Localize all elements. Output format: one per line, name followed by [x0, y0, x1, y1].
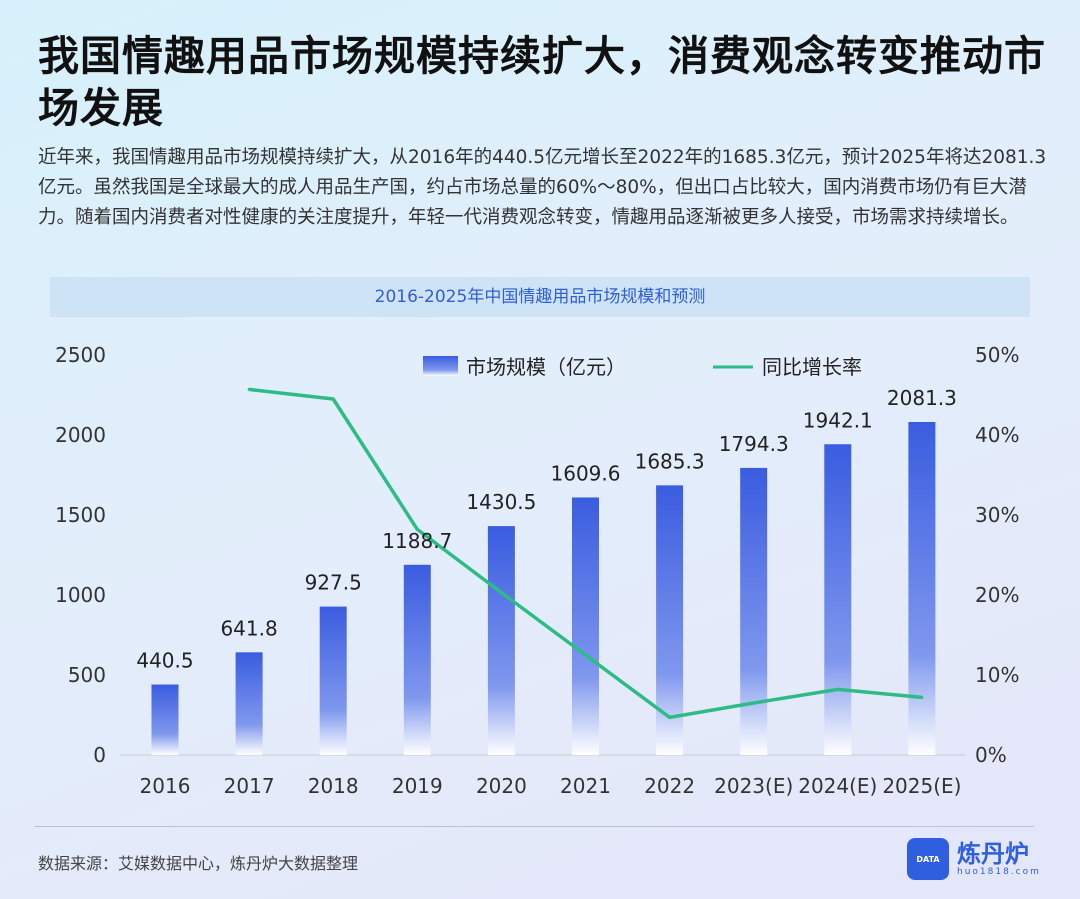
x-axis-tick: 2018	[308, 774, 359, 798]
right-axis-tick: 10%	[975, 663, 1019, 687]
left-axis-tick: 2500	[55, 343, 106, 367]
chart: 0 500 1000 1500 2000 2500 0% 10% 20% 30% 40% 50% 201…	[55, 343, 1019, 798]
growth-rate-point	[247, 387, 251, 391]
intro-paragraph: 近年来，我国情趣用品市场规模持续扩大，从2016年的440.5亿元增长至2022…	[38, 147, 1047, 228]
right-axis-tick: 20%	[975, 583, 1019, 607]
bar	[824, 444, 852, 755]
data-source: 数据来源：艾媒数据中心，炼丹炉大数据整理	[38, 854, 359, 873]
growth-rate-point	[584, 653, 587, 657]
bar	[487, 526, 515, 755]
left-axis-tick: 1000	[55, 583, 106, 607]
legend-bar-label: 市场规模（亿元）	[466, 355, 626, 379]
growth-rate-point	[836, 687, 840, 691]
left-axis-tick: 2000	[55, 423, 106, 447]
bar-data-label: 927.5	[305, 571, 362, 595]
bar	[319, 606, 347, 755]
left-axis-tick: 1500	[55, 503, 106, 527]
legend-line-label: 同比增长率	[762, 355, 862, 379]
left-axis-tick: 0	[93, 743, 106, 767]
left-axis-tick: 500	[68, 663, 106, 687]
right-axis-tick: 0%	[975, 743, 1007, 767]
x-axis-tick: 2024(E)	[798, 774, 877, 798]
footer-divider	[34, 826, 1034, 827]
bar	[908, 421, 936, 755]
bar-data-label: 440.5	[136, 649, 193, 673]
bar-data-label: 1430.5	[466, 490, 536, 514]
bar-data-label: 641.8	[220, 616, 277, 640]
x-axis-tick: 2022	[644, 774, 695, 798]
bar	[572, 497, 599, 755]
x-axis-tick: 2019	[392, 774, 443, 798]
logo-icon: DATA	[907, 838, 949, 880]
bar-data-label: 1609.6	[551, 461, 621, 485]
growth-rate-point	[752, 701, 756, 705]
page-title: 我国情趣用品市场规模持续扩大，消费观念转变推动市场发展	[38, 32, 1046, 132]
logo-url: huo1818.com	[957, 867, 1041, 877]
brand-logo: DATA 炼丹炉 huo1818.com	[907, 838, 1041, 880]
x-axis-tick: 2023(E)	[714, 774, 793, 798]
right-axis-tick: 30%	[975, 503, 1019, 527]
bar-data-label: 1794.3	[719, 432, 789, 456]
legend: 市场规模（亿元） 同比增长率	[423, 355, 862, 379]
bar	[235, 652, 263, 755]
growth-rate-point	[668, 715, 672, 719]
x-axis-tick: 2017	[224, 774, 275, 798]
right-axis-tick: 50%	[975, 343, 1019, 367]
x-axis-tick: 2016	[140, 774, 191, 798]
bar-data-label: 1188.7	[382, 529, 452, 553]
bar-data-label: 1685.3	[635, 449, 705, 473]
bar	[403, 564, 431, 755]
bar	[151, 684, 179, 755]
bar-data-label: 1942.1	[803, 408, 873, 432]
chart-title: 2016-2025年中国情趣用品市场规模和预测	[50, 277, 1030, 317]
logo-name: 炼丹炉	[957, 840, 1029, 868]
growth-rate-point	[920, 695, 924, 699]
bar	[740, 467, 768, 755]
bar-data-label: 2081.3	[887, 386, 957, 410]
x-axis-tick: 2021	[560, 774, 611, 798]
legend-bar-swatch	[423, 356, 458, 376]
x-axis-tick: 2020	[476, 774, 527, 798]
growth-rate-point	[415, 527, 419, 531]
logo-badge: DATA	[916, 854, 940, 864]
right-axis-tick: 40%	[975, 423, 1019, 447]
x-axis-tick: 2025(E)	[882, 774, 961, 798]
growth-rate-point	[331, 397, 335, 401]
growth-rate-point	[499, 591, 503, 595]
